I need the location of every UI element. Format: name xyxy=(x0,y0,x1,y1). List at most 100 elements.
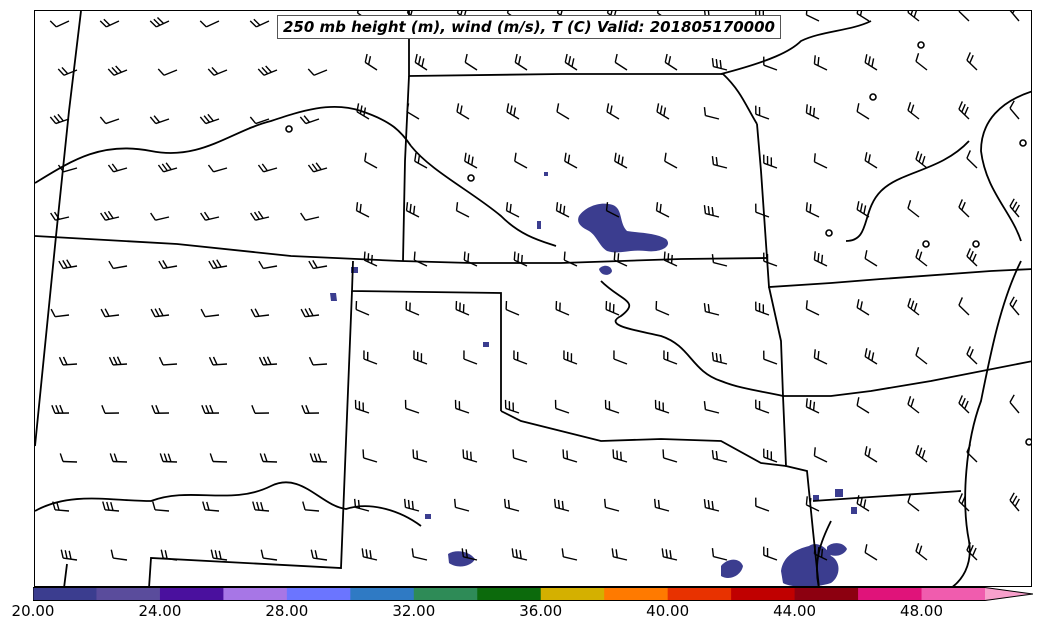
wind-barb xyxy=(100,210,120,221)
wind-barb xyxy=(107,65,128,76)
wind-barb xyxy=(856,201,870,218)
colorbar-cell xyxy=(286,587,351,601)
wind-barb xyxy=(210,549,228,561)
temperature-shade-region xyxy=(827,543,847,556)
wind-barb xyxy=(561,548,578,561)
wind-barb xyxy=(461,548,478,561)
wind-barb xyxy=(252,501,270,512)
wind-barb xyxy=(363,251,378,267)
wind-barb xyxy=(464,53,478,71)
map-title: 250 mb height (m), wind (m/s), T (C) Val… xyxy=(277,15,781,39)
wind-barb xyxy=(505,202,520,218)
wind-barb xyxy=(661,548,678,561)
wind-barb xyxy=(564,152,578,169)
wind-barb xyxy=(856,495,870,512)
wind-barb xyxy=(249,116,270,125)
wind-barb xyxy=(1009,100,1020,120)
wind-barb xyxy=(160,549,178,561)
wind-barb xyxy=(563,251,578,267)
boundary-line xyxy=(148,290,353,586)
wind-barb xyxy=(456,103,470,120)
temperature-shade-region xyxy=(851,507,857,514)
wind-barb xyxy=(907,396,920,414)
wind-barb xyxy=(564,53,578,71)
wind-barb xyxy=(109,453,128,463)
wind-barb xyxy=(355,300,370,316)
wind-barb xyxy=(99,18,120,28)
river-boundary xyxy=(35,481,422,527)
wind-barb xyxy=(406,103,420,120)
wind-barb xyxy=(613,350,628,365)
wind-barb xyxy=(763,546,778,561)
temperature-shade-region xyxy=(448,551,475,567)
wind-barb xyxy=(958,297,970,316)
wind-barb xyxy=(101,405,120,414)
wind-barb xyxy=(302,501,320,512)
wind-barb xyxy=(1009,394,1020,414)
wind-barb xyxy=(99,116,120,125)
colorbar-cell xyxy=(540,587,605,601)
boundary-line xyxy=(768,286,820,586)
lake-outline xyxy=(825,229,833,237)
wind-barb xyxy=(655,300,670,316)
temperature-shade-region xyxy=(781,544,839,586)
wind-barb xyxy=(299,115,320,125)
river-boundary xyxy=(952,260,1022,586)
wind-barb xyxy=(763,56,778,71)
wind-barb xyxy=(958,395,970,414)
wind-barb xyxy=(513,251,528,267)
wind-barb xyxy=(108,260,128,270)
wind-barb xyxy=(307,162,328,173)
wind-barb xyxy=(463,350,478,365)
temperature-shade-region xyxy=(813,495,819,501)
wind-barb xyxy=(755,203,770,218)
wind-barb xyxy=(805,300,820,316)
state-boundaries xyxy=(35,11,1031,586)
wind-barb xyxy=(703,205,720,218)
colorbar-cell xyxy=(159,587,224,601)
wind-barb xyxy=(856,299,870,316)
wind-barb xyxy=(711,450,728,463)
wind-barb xyxy=(50,211,70,221)
wind-barb xyxy=(563,350,578,365)
wind-barb xyxy=(455,202,470,218)
boundary-line xyxy=(351,260,502,411)
wind-barb xyxy=(864,544,878,561)
wind-barb xyxy=(110,549,128,561)
wind-barb xyxy=(763,350,778,365)
wind-barb xyxy=(813,349,828,365)
wind-barb xyxy=(49,20,70,28)
colorbar-cell xyxy=(731,587,796,601)
wind-barb xyxy=(413,251,428,267)
temperature-shade-region xyxy=(578,203,669,253)
wind-barb xyxy=(664,152,678,169)
wind-barb xyxy=(149,17,170,28)
wind-barb xyxy=(58,356,78,366)
wind-barb xyxy=(505,300,520,316)
wind-barb xyxy=(612,449,628,463)
wind-barb xyxy=(763,154,778,169)
wind-barb xyxy=(864,152,878,169)
temperature-shade-region xyxy=(544,172,548,176)
wind-barb xyxy=(763,252,778,267)
wind-barb xyxy=(201,404,220,414)
wind-barb xyxy=(149,115,170,125)
wind-barb xyxy=(503,498,520,512)
boundary-line xyxy=(766,257,1031,288)
wind-barb xyxy=(805,11,820,22)
wind-barb xyxy=(711,548,728,561)
wind-barb xyxy=(51,404,70,414)
temperature-shade-region xyxy=(330,293,337,301)
wind-barb xyxy=(805,398,820,414)
wind-barb xyxy=(915,53,928,71)
wind-barb xyxy=(614,53,628,71)
lake-outline xyxy=(869,93,877,101)
wind-barb xyxy=(354,399,370,414)
wind-barb xyxy=(864,446,878,463)
wind-barb xyxy=(813,55,828,71)
wind-barb xyxy=(514,53,528,71)
wind-barb xyxy=(915,543,928,561)
wind-barb xyxy=(653,498,670,512)
wind-barb xyxy=(199,20,220,28)
wind-barb xyxy=(307,68,328,76)
